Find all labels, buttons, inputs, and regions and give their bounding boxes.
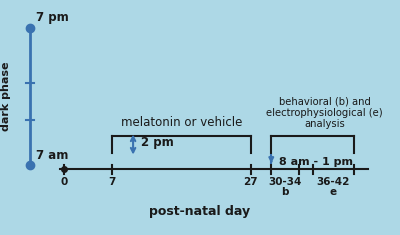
Text: 7 pm: 7 pm	[36, 11, 69, 24]
Text: 7: 7	[109, 177, 116, 188]
Text: b: b	[281, 187, 289, 197]
Text: 30-34: 30-34	[268, 177, 302, 188]
Text: 27: 27	[243, 177, 258, 188]
Text: 8 am - 1 pm: 8 am - 1 pm	[279, 157, 353, 168]
Text: e: e	[330, 187, 337, 197]
Text: dark phase: dark phase	[1, 62, 11, 131]
Text: 2 pm: 2 pm	[141, 136, 174, 149]
Text: 0: 0	[60, 177, 68, 188]
Text: 36-42: 36-42	[317, 177, 350, 188]
Text: melatonin or vehicle: melatonin or vehicle	[121, 116, 242, 129]
Text: 7 am: 7 am	[36, 149, 68, 162]
Text: post-natal day: post-natal day	[150, 205, 250, 218]
Text: behavioral (b) and
electrophysiological (e)
analysis: behavioral (b) and electrophysiological …	[266, 96, 383, 129]
